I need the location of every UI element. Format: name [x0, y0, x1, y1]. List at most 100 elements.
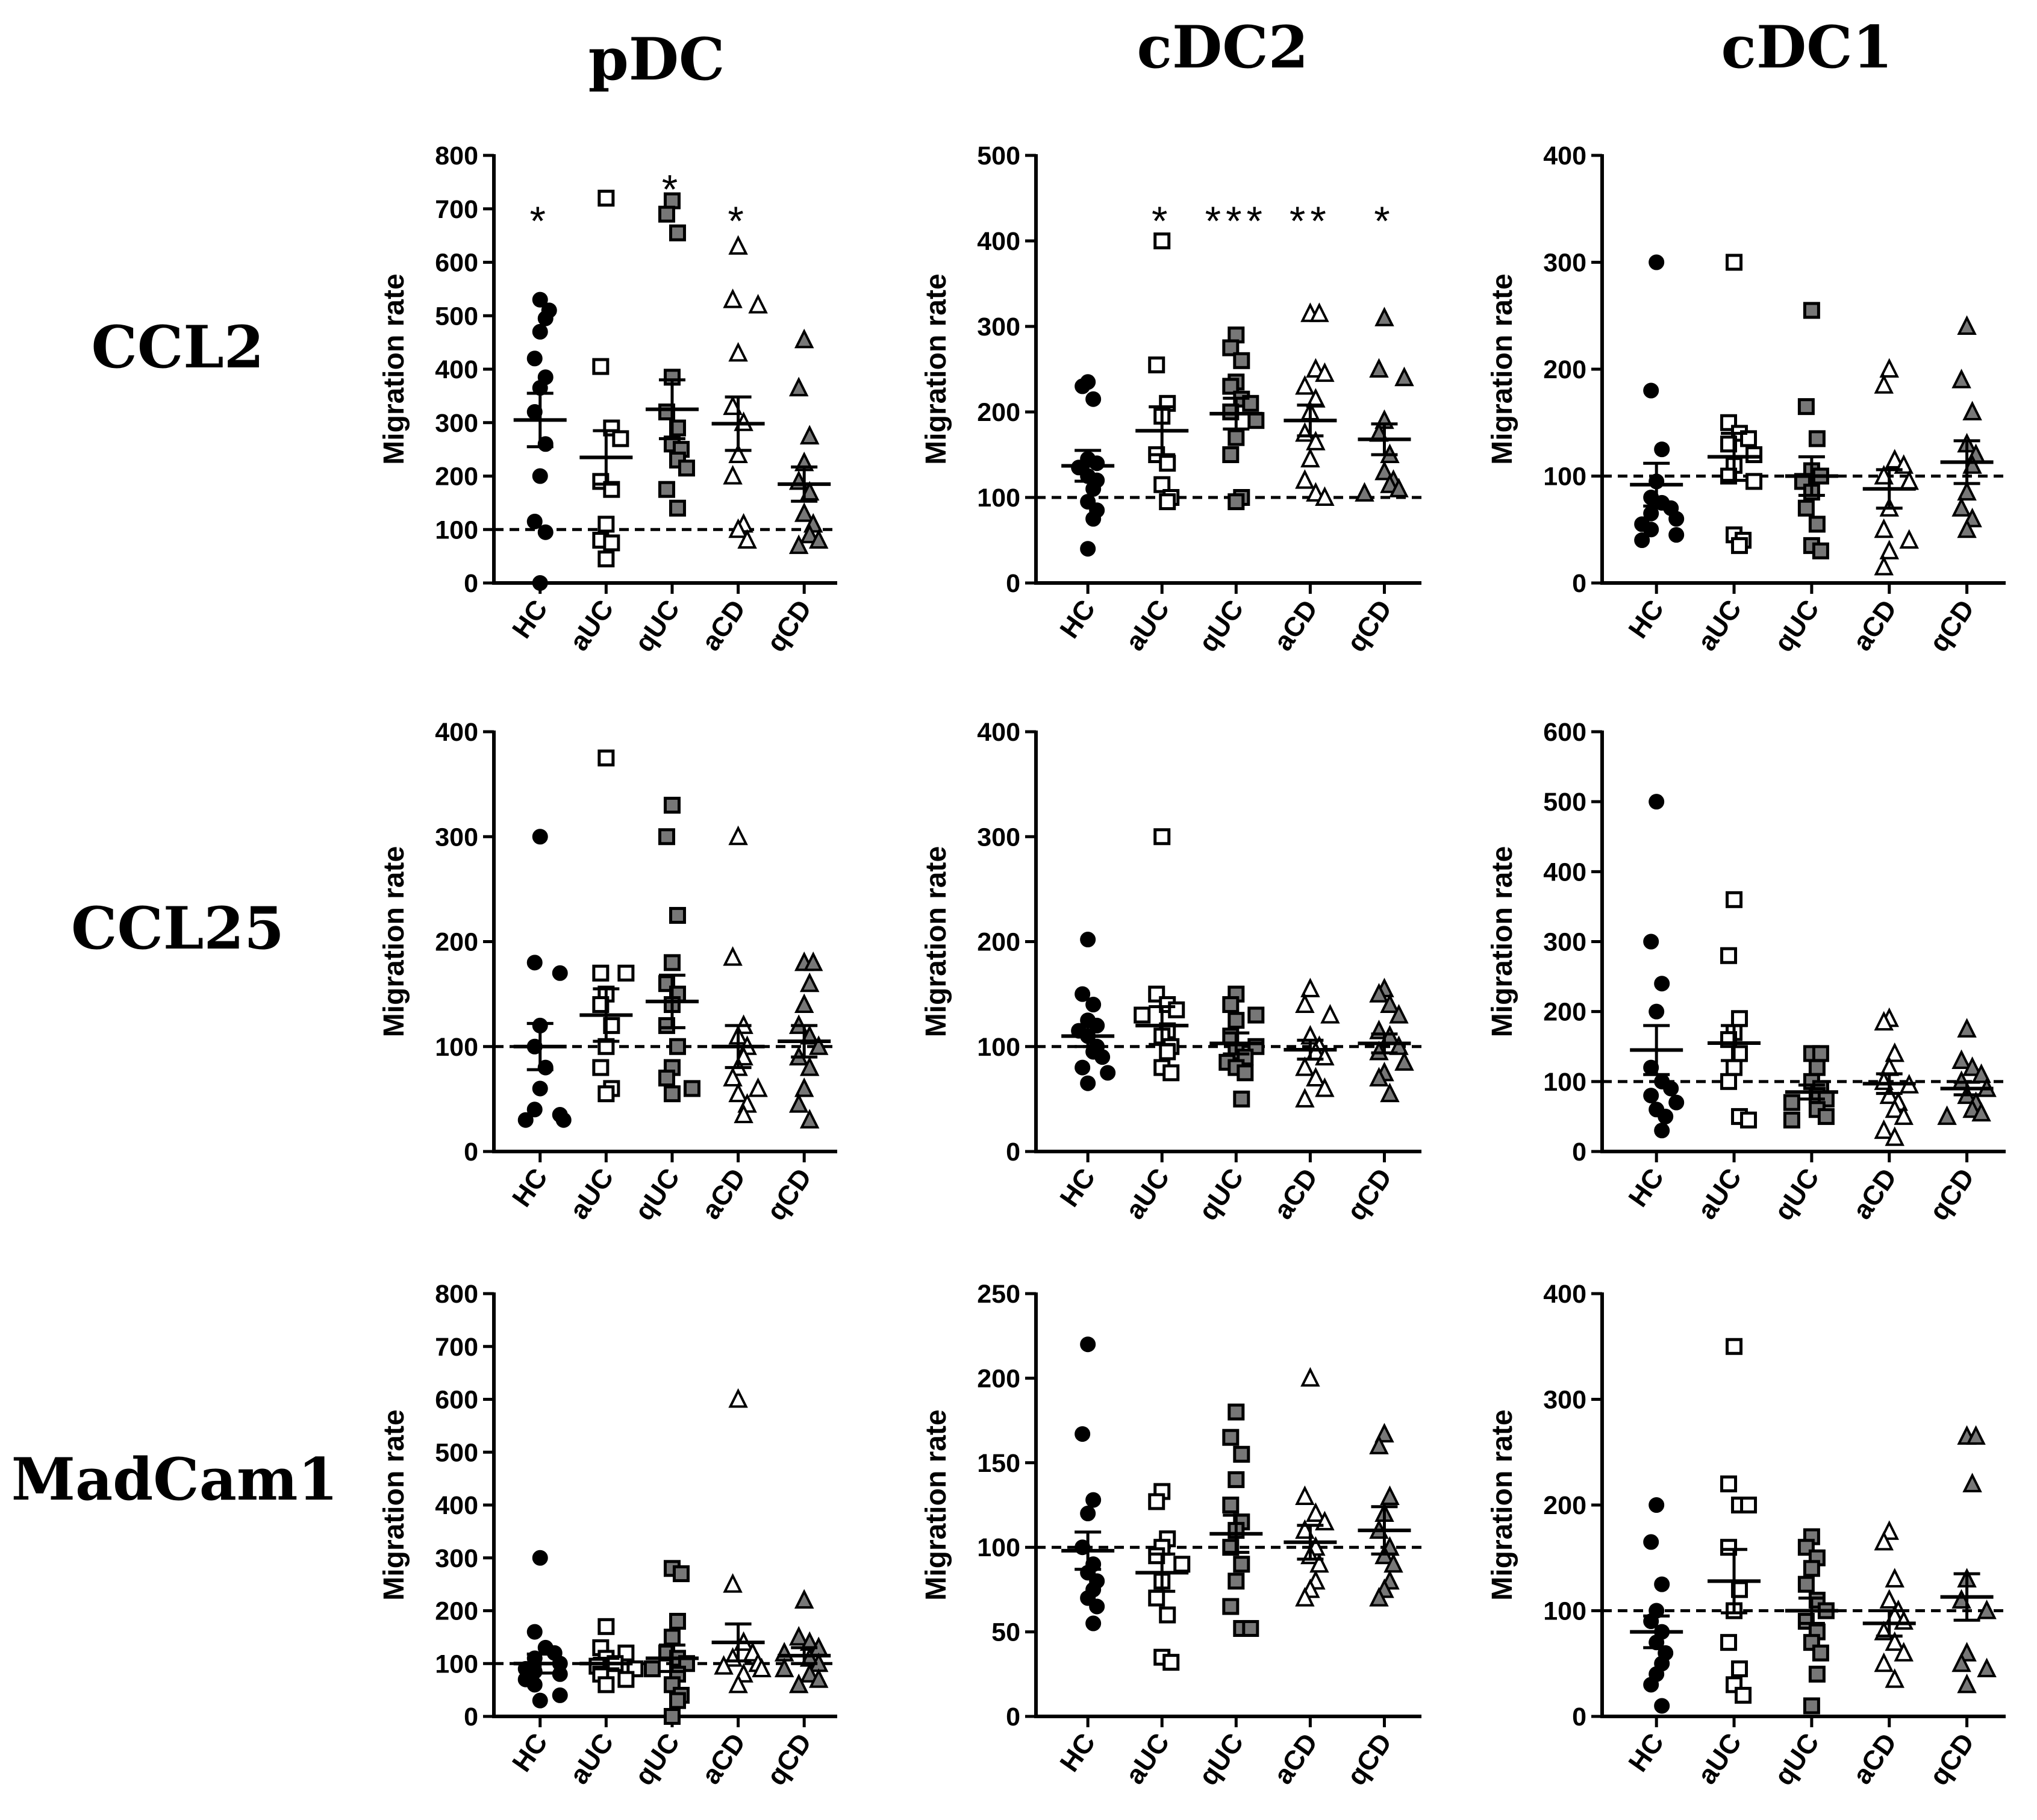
- data-point: [1649, 1003, 1665, 1020]
- data-point: [1247, 1006, 1265, 1024]
- data-point: [1797, 1575, 1815, 1593]
- data-point: [1879, 358, 1899, 378]
- category-label: qUC: [1193, 1727, 1250, 1790]
- data-point: [1962, 1473, 1982, 1492]
- data-point: [1654, 1576, 1670, 1592]
- data-point: [1663, 1080, 1679, 1097]
- category-label: HC: [506, 1162, 554, 1212]
- data-point: [663, 796, 681, 814]
- data-point: [1720, 1073, 1738, 1090]
- data-point: [1643, 1534, 1659, 1550]
- category-label: aUC: [563, 594, 619, 656]
- data-point: [1222, 446, 1240, 463]
- y-axis-title: Migration rate: [1486, 846, 1518, 1037]
- data-point: [1740, 1497, 1758, 1513]
- category-label: qUC: [1768, 1162, 1825, 1226]
- data-point: [723, 465, 743, 485]
- y-axis-title: Migration rate: [920, 846, 952, 1037]
- y-tick-label: 0: [1572, 1138, 1586, 1167]
- y-tick-label: 400: [977, 718, 1020, 747]
- data-point: [1295, 469, 1315, 489]
- data-point: [1080, 1506, 1096, 1522]
- category-label: qCD: [1341, 1162, 1398, 1226]
- data-point: [1643, 522, 1659, 538]
- category-label: aUC: [563, 1162, 619, 1224]
- data-point: [1075, 1059, 1091, 1076]
- data-point: [799, 523, 820, 544]
- category-label: qCD: [761, 1162, 818, 1226]
- y-tick-label: 200: [977, 1364, 1020, 1393]
- data-point: [663, 1085, 681, 1103]
- data-point: [1228, 1471, 1245, 1488]
- category-label: HC: [1053, 594, 1101, 643]
- y-axis-title: Migration rate: [920, 1409, 952, 1600]
- y-tick-label: 400: [435, 1491, 478, 1520]
- y-axis-title: Migration rate: [378, 846, 410, 1037]
- data-point: [1075, 986, 1091, 1002]
- data-point: [1951, 497, 1971, 517]
- chart-panel: 0 100 200 300 400 500 600 700 800 Migration rate H…: [378, 1280, 837, 1790]
- data-point: [1720, 1475, 1738, 1492]
- data-point: [1222, 996, 1240, 1014]
- data-point: [1089, 1598, 1105, 1615]
- data-point: [1951, 1652, 1971, 1672]
- y-tick-label: 0: [1006, 569, 1020, 598]
- data-point: [1874, 1530, 1894, 1551]
- y-tick-label: 200: [1543, 355, 1586, 384]
- data-point: [612, 430, 629, 447]
- category-label: qUC: [628, 1162, 685, 1226]
- y-tick-label: 0: [1006, 1138, 1020, 1167]
- category-label: HC: [506, 1727, 554, 1777]
- data-point: [1153, 232, 1171, 249]
- data-point: [1306, 482, 1326, 502]
- data-point: [1797, 398, 1815, 416]
- data-point: [658, 481, 675, 498]
- data-point: [1085, 1615, 1102, 1631]
- y-tick-label: 100: [977, 484, 1020, 513]
- data-point: [552, 1687, 568, 1703]
- data-point: [1159, 1606, 1176, 1624]
- column-title-pDC: pDC: [588, 25, 725, 93]
- data-point: [1745, 446, 1763, 463]
- data-point: [1233, 1556, 1250, 1573]
- y-tick-label: 200: [1543, 998, 1586, 1027]
- y-tick-label: 200: [435, 1597, 478, 1626]
- row-title-MadCam1: MadCam1: [11, 1445, 338, 1513]
- data-point: [714, 1655, 734, 1675]
- category-label: aCD: [695, 594, 751, 656]
- y-tick-label: 400: [1543, 1280, 1586, 1309]
- data-point: [1306, 431, 1326, 450]
- data-point: [728, 1082, 748, 1103]
- y-tick-label: 100: [1543, 463, 1586, 491]
- data-point: [1668, 527, 1685, 543]
- data-point: [1668, 1094, 1685, 1111]
- data-point: [1726, 1059, 1743, 1076]
- significance-marker: *: [728, 198, 748, 244]
- category-label: HC: [1053, 1727, 1101, 1777]
- y-tick-label: 400: [977, 227, 1020, 256]
- data-point: [1394, 1051, 1414, 1071]
- data-point: [1162, 1064, 1180, 1082]
- y-tick-label: 0: [464, 1138, 478, 1167]
- y-tick-label: 200: [977, 928, 1020, 957]
- data-point: [663, 954, 681, 971]
- category-label: qUC: [1768, 1727, 1825, 1790]
- data-point: [728, 1673, 748, 1694]
- category-label: HC: [1622, 1727, 1670, 1777]
- data-point: [1971, 1102, 1991, 1122]
- data-point: [1389, 1035, 1409, 1055]
- y-tick-label: 0: [464, 569, 478, 598]
- data-point: [1374, 460, 1394, 481]
- data-point: [723, 1573, 743, 1593]
- data-point: [788, 1673, 809, 1694]
- data-point: [1247, 412, 1265, 429]
- category-label: qUC: [628, 594, 685, 657]
- data-point: [1369, 983, 1389, 1003]
- data-point: [1389, 478, 1409, 497]
- category-label: qCD: [761, 1727, 818, 1790]
- data-point: [794, 502, 814, 522]
- data-point: [1874, 1119, 1894, 1139]
- category-label: HC: [1053, 1162, 1101, 1212]
- chart-panel: 0 100 200 300 400 500 600 Migration rate HC aUC qU…: [1486, 718, 2006, 1226]
